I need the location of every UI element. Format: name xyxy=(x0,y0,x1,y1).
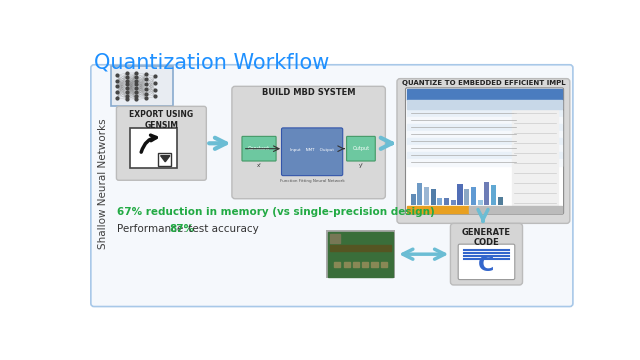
FancyBboxPatch shape xyxy=(116,106,206,180)
Bar xyxy=(407,159,562,166)
Bar xyxy=(497,197,502,205)
Bar xyxy=(407,138,562,145)
Text: BUILD MBD SYSTEM: BUILD MBD SYSTEM xyxy=(262,88,355,97)
FancyBboxPatch shape xyxy=(406,88,564,214)
Bar xyxy=(330,245,391,251)
Text: C: C xyxy=(478,255,495,275)
FancyBboxPatch shape xyxy=(157,153,172,166)
Bar xyxy=(407,124,562,131)
Bar xyxy=(471,187,476,205)
Bar xyxy=(407,152,562,159)
Bar xyxy=(417,183,422,205)
Text: GENERATE
CODE: GENERATE CODE xyxy=(462,228,511,247)
Bar xyxy=(353,262,359,266)
Bar xyxy=(444,198,449,205)
Text: y': y' xyxy=(358,163,364,168)
FancyBboxPatch shape xyxy=(242,136,276,161)
Text: x': x' xyxy=(257,163,261,168)
Bar xyxy=(469,206,562,213)
Text: Shallow Neural Networks: Shallow Neural Networks xyxy=(99,118,108,249)
Bar xyxy=(477,200,483,205)
Bar xyxy=(381,262,387,266)
Bar xyxy=(511,95,558,206)
Bar xyxy=(330,234,340,243)
Bar xyxy=(407,100,562,109)
Text: Performance:: Performance: xyxy=(117,224,190,234)
FancyBboxPatch shape xyxy=(451,223,522,285)
FancyBboxPatch shape xyxy=(91,65,573,307)
Bar xyxy=(484,182,489,205)
Bar xyxy=(407,145,562,152)
Bar xyxy=(362,262,368,266)
Bar xyxy=(451,199,456,205)
Text: EXPORT USING
GENSIM: EXPORT USING GENSIM xyxy=(129,110,193,130)
Text: Quantization Workflow: Quantization Workflow xyxy=(94,53,330,72)
FancyBboxPatch shape xyxy=(397,78,570,223)
FancyBboxPatch shape xyxy=(111,66,173,106)
Bar xyxy=(407,131,562,138)
Bar xyxy=(334,262,340,266)
Bar xyxy=(407,117,562,124)
FancyBboxPatch shape xyxy=(131,128,177,168)
Bar xyxy=(328,232,393,276)
Bar xyxy=(344,262,349,266)
Bar xyxy=(371,262,378,266)
Bar xyxy=(326,230,395,278)
Text: Output: Output xyxy=(353,146,369,151)
Bar xyxy=(411,194,416,205)
Bar xyxy=(458,184,463,205)
FancyBboxPatch shape xyxy=(232,86,385,199)
Bar xyxy=(437,198,442,205)
Text: QUANTIZE TO EMBEDDED EFFICIENT IMPL: QUANTIZE TO EMBEDDED EFFICIENT IMPL xyxy=(401,80,565,86)
Bar xyxy=(464,189,469,205)
FancyBboxPatch shape xyxy=(347,136,375,161)
Text: Input    NMT    Output: Input NMT Output xyxy=(290,148,334,152)
Text: 87%: 87% xyxy=(169,224,195,234)
Bar xyxy=(407,110,562,117)
Polygon shape xyxy=(161,156,170,162)
Text: test accuracy: test accuracy xyxy=(186,224,259,234)
Bar xyxy=(407,206,469,213)
Bar xyxy=(407,89,562,100)
Bar xyxy=(491,185,496,205)
Text: Constant: Constant xyxy=(248,146,270,151)
FancyBboxPatch shape xyxy=(282,128,343,176)
Bar xyxy=(431,189,436,205)
Bar xyxy=(424,187,429,205)
Text: Function Fitting Neural Network: Function Fitting Neural Network xyxy=(280,179,344,183)
FancyBboxPatch shape xyxy=(458,244,515,280)
Text: 67% reduction in memory (vs single-precision design): 67% reduction in memory (vs single-preci… xyxy=(117,207,435,217)
